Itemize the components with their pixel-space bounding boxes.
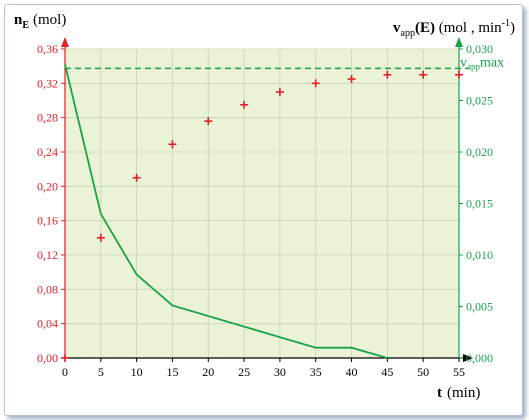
x-axis-arrow [463,354,473,362]
y-left-tick-label: 0,28 [37,111,58,125]
y-left-tick-label: 0,12 [37,248,58,262]
x-tick-label: 0 [62,365,68,379]
x-tick-label: 5 [98,365,104,379]
x-tick-label: 10 [131,365,143,379]
data-point-nE [383,70,392,79]
data-point-nE [347,75,356,84]
y-left-tick-label: 0,16 [37,214,58,228]
data-point-nE [61,354,69,362]
y-left-tick-label: 0,00 [37,351,58,365]
x-tick-label: 40 [346,365,358,379]
x-tick-label: 35 [310,365,322,379]
plot-area [65,49,459,358]
x-tick-label: 45 [381,365,393,379]
y-right-tick-label: 0,020 [466,145,493,159]
series-line-vapp [64,64,388,359]
x-tick-label: 15 [166,365,178,379]
x-tick-label: 50 [417,365,429,379]
data-point-nE [132,173,141,182]
data-point-nE [204,117,213,126]
data-point-nE [311,79,320,88]
y-right-tick-label: 0,030 [466,42,493,56]
y-left-tick-label: 0,36 [37,42,58,56]
x-tick-label: 55 [453,365,465,379]
x-axis-label: t (min) [437,385,480,401]
y-left-tick-label: 0,24 [37,145,58,159]
x-tick-label: 30 [274,365,286,379]
data-point-nE [168,140,177,149]
axes [61,37,473,362]
y-right-axis-arrow [455,37,463,47]
reference-line-group: vappmax [65,55,504,71]
y-right-tick-label: 0,015 [466,197,493,211]
x-tick-label: 20 [202,365,214,379]
series-group [61,64,463,362]
data-point-nE [96,233,105,242]
reference-line-label: vappmax [460,55,504,71]
x-tick-label: 25 [238,365,250,379]
y-right-tick-label: 0,000 [466,351,493,365]
y-right-axis-label: vapp(E) (mol , min-1) [393,18,515,39]
y-right-tick-labels: 0,000 0,005 0,010 0,015 0,020 0,025 0,030 [466,42,493,365]
y-left-axis-arrow [61,37,69,47]
x-tick-labels: 0 5 10 15 20 25 30 35 40 45 50 55 [62,365,465,379]
y-right-tick-label: 0,010 [466,248,493,262]
y-right-tick-label: 0,025 [466,94,493,108]
y-left-tick-labels: 0,00 0,04 0,08 0,12 0,16 0,20 0,24 0,28 0,32 0,36 [37,42,58,365]
data-point-nE [240,100,249,109]
y-left-tick-label: 0,08 [37,282,58,296]
y-left-tick-label: 0,20 [37,179,58,193]
y-right-tick-label: 0,005 [466,300,493,314]
y-left-axis-label: nE (mol) [14,12,66,31]
data-point-nE [419,70,428,79]
data-point-nE [275,87,284,96]
y-left-tick-label: 0,04 [37,317,58,331]
y-left-tick-label: 0,32 [37,76,58,90]
data-point-nE [455,70,463,79]
